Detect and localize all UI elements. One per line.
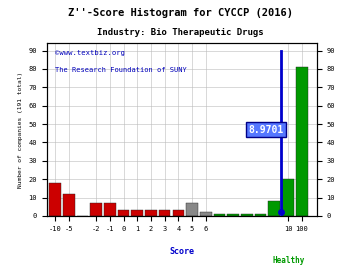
Bar [172,211,184,216]
Bar [90,203,102,216]
Text: Score: Score [169,247,194,256]
Bar [241,214,253,216]
Bar [282,179,294,216]
Text: Z''-Score Histogram for CYCCP (2016): Z''-Score Histogram for CYCCP (2016) [68,8,292,18]
Bar [186,203,198,216]
Text: The Research Foundation of SUNY: The Research Foundation of SUNY [55,68,186,73]
Bar [159,211,171,216]
Bar [269,201,280,216]
Bar [228,214,239,216]
Bar [49,183,61,216]
Bar [131,211,143,216]
Bar [296,67,307,216]
Bar [255,214,266,216]
Bar [145,211,157,216]
Bar [214,214,225,216]
Bar [63,194,75,216]
Bar [200,212,212,216]
Bar [104,203,116,216]
Text: 8.9701: 8.9701 [248,124,284,135]
Text: Industry: Bio Therapeutic Drugs: Industry: Bio Therapeutic Drugs [97,28,263,37]
Text: ©www.textbiz.org: ©www.textbiz.org [55,50,125,56]
Text: Healthy: Healthy [272,256,305,265]
Bar [118,211,129,216]
Y-axis label: Number of companies (191 total): Number of companies (191 total) [18,72,23,188]
